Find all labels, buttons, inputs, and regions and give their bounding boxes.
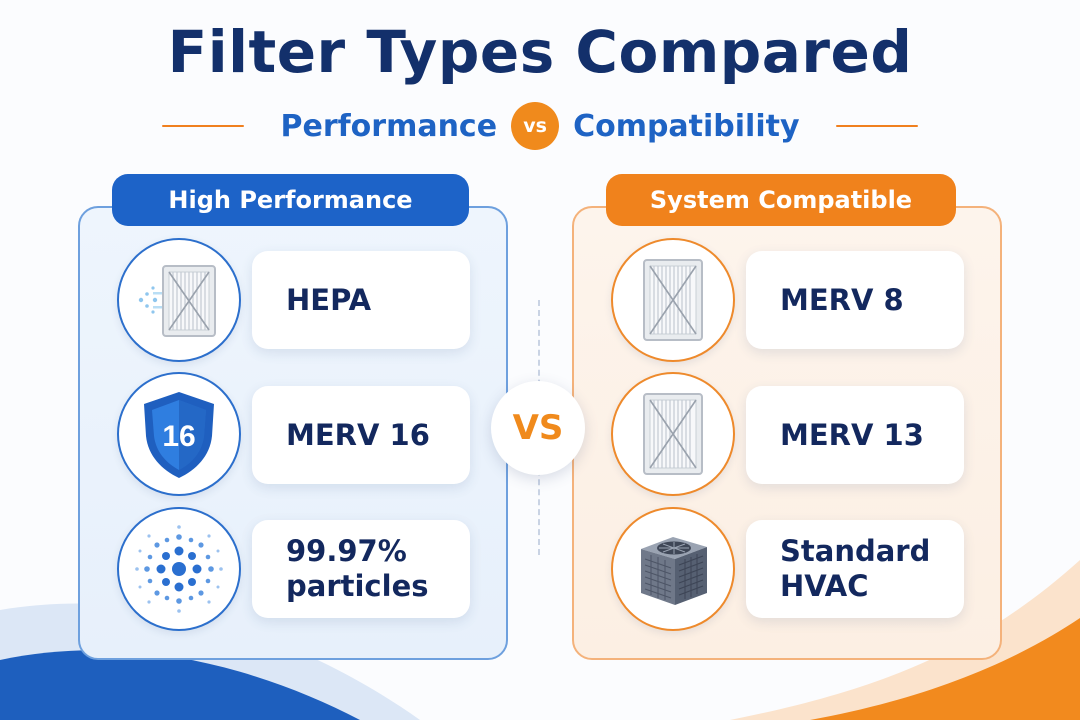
standard-hvac-label: Standard HVAC <box>780 534 931 603</box>
particles-label: 99.97% particles <box>286 534 429 603</box>
subtitle: Performance vs Compatibility <box>0 102 1080 150</box>
particles-card: 99.97% particles <box>252 520 470 618</box>
merv-8-filter-icon <box>611 238 735 362</box>
subtitle-divider-right <box>835 125 918 127</box>
subtitle-performance: Performance <box>280 108 498 144</box>
hepa-card: HEPA <box>252 251 470 349</box>
merv-16-label: MERV 16 <box>286 417 430 452</box>
system-compatible-heading: System Compatible <box>606 174 956 226</box>
merv-13-filter-icon <box>611 372 735 496</box>
subtitle-divider-left <box>162 125 245 127</box>
center-vs-badge: VS <box>491 381 585 475</box>
particles-icon <box>117 507 241 631</box>
merv-13-card: MERV 13 <box>746 386 964 484</box>
shield-icon: 16 <box>117 372 241 496</box>
shield-number: 16 <box>162 420 195 453</box>
merv-13-label: MERV 13 <box>780 417 924 452</box>
merv-16-card: MERV 16 <box>252 386 470 484</box>
standard-hvac-card: Standard HVAC <box>746 520 964 618</box>
subtitle-vs-badge: vs <box>511 102 560 150</box>
merv-8-label: MERV 8 <box>780 282 904 317</box>
page-title: Filter Types Compared <box>167 18 913 86</box>
hepa-label: HEPA <box>286 282 372 317</box>
high-performance-heading: High Performance <box>112 174 469 226</box>
hvac-unit-icon <box>611 507 735 631</box>
merv-8-card: MERV 8 <box>746 251 964 349</box>
subtitle-compatibility: Compatibility <box>573 108 800 144</box>
hepa-filter-icon <box>117 238 241 362</box>
